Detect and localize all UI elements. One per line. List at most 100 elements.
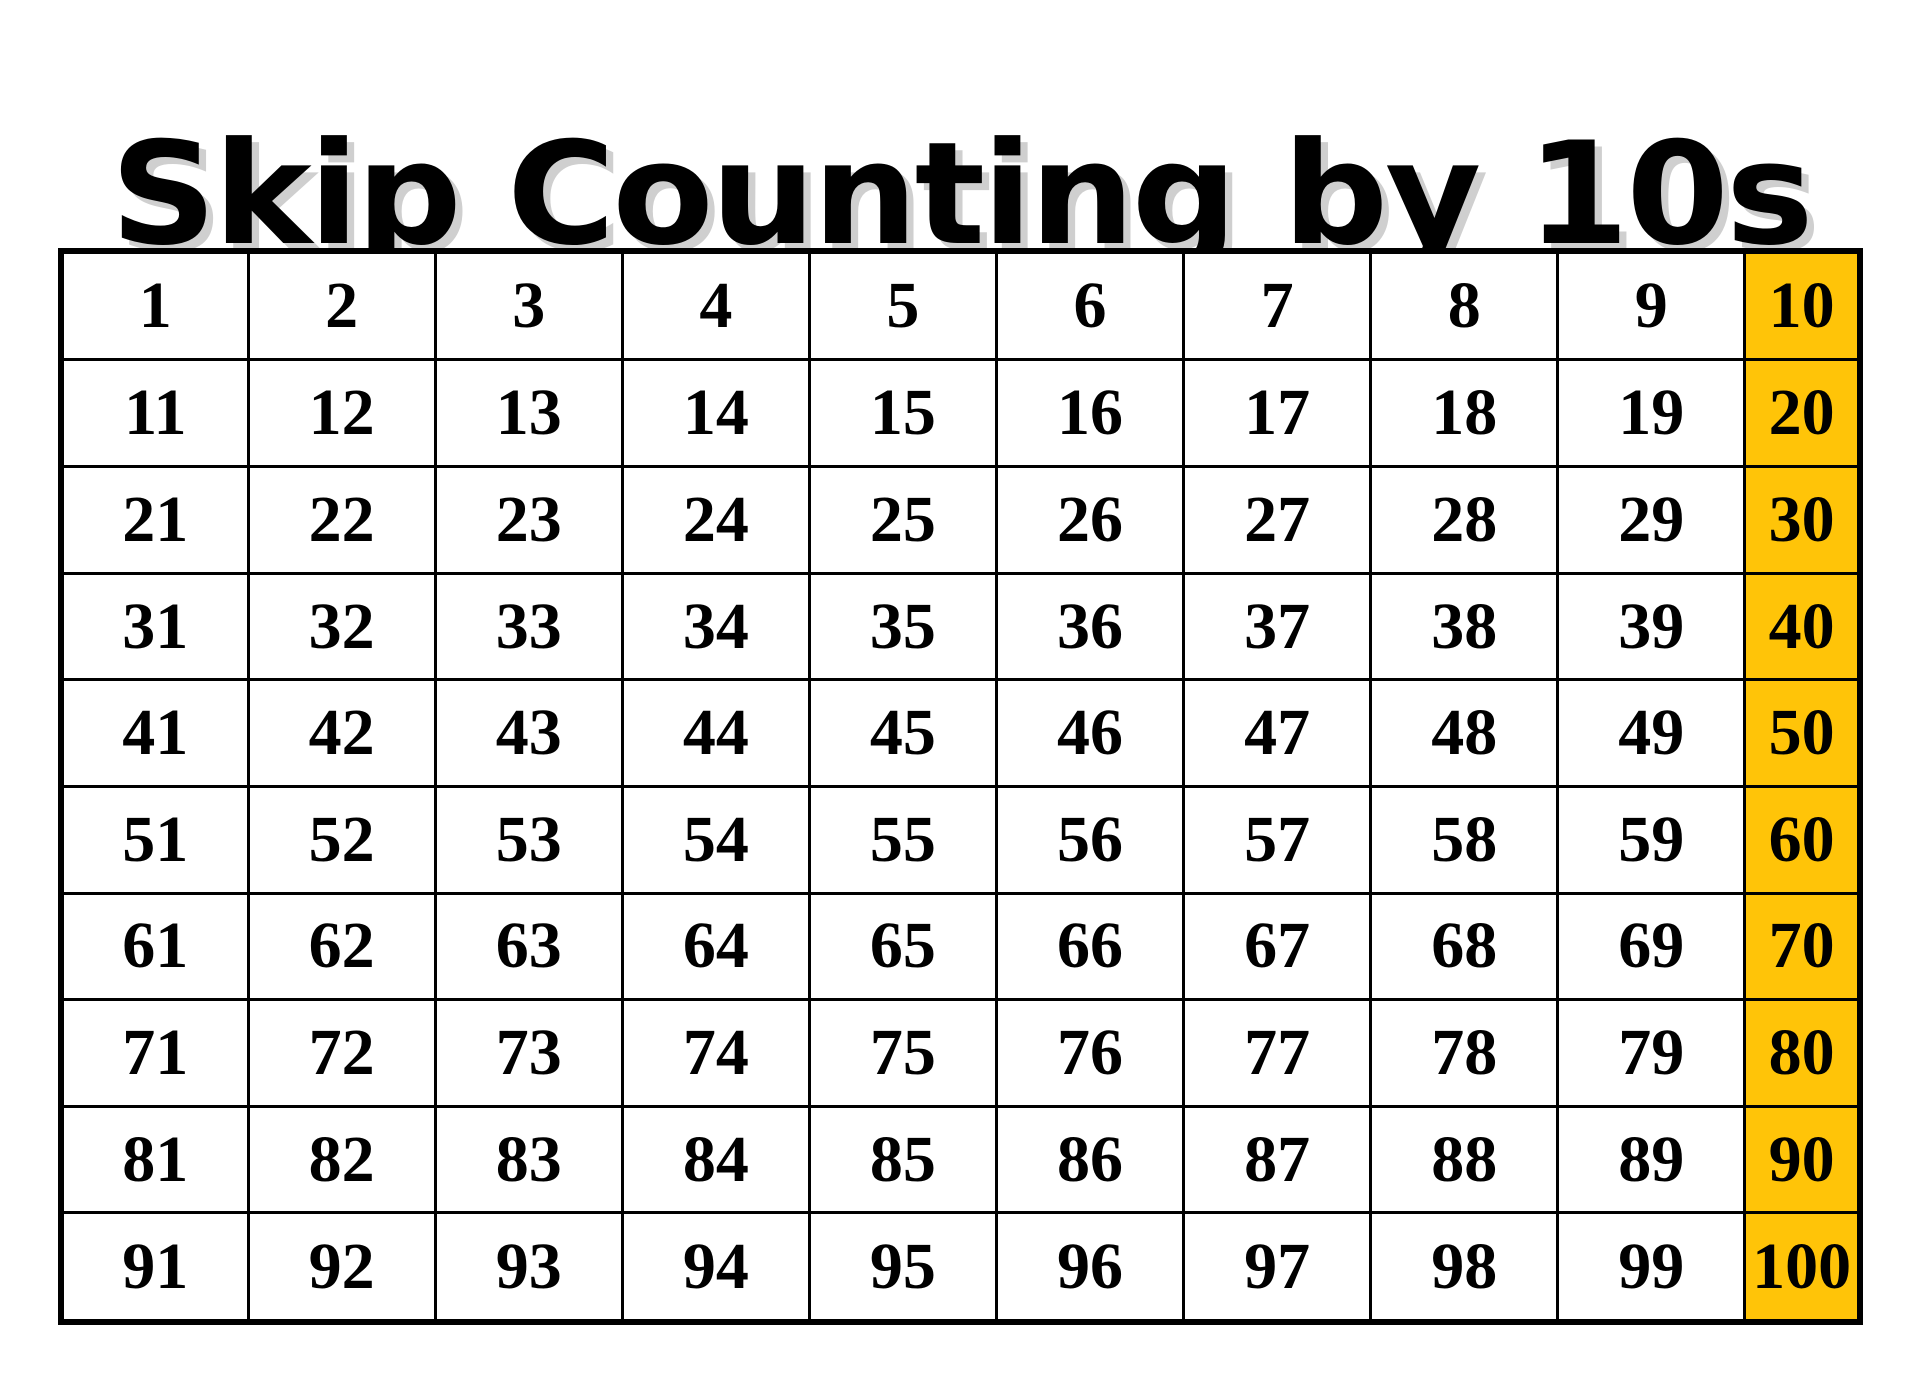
number-cell: 89 bbox=[1556, 1104, 1747, 1215]
number-cell: 72 bbox=[246, 998, 437, 1108]
number-cell: 22 bbox=[246, 465, 437, 575]
number-cell: 88 bbox=[1369, 1104, 1560, 1215]
number-cell: 32 bbox=[246, 571, 437, 682]
number-cell: 56 bbox=[994, 784, 1186, 895]
number-cell: 83 bbox=[433, 1104, 624, 1215]
number-cell: 57 bbox=[1182, 784, 1373, 895]
number-cell: 31 bbox=[59, 571, 250, 682]
number-cell: 13 bbox=[433, 358, 624, 469]
table-row: 61 62 63 64 65 66 67 68 69 70 bbox=[59, 891, 1862, 1002]
number-cell-highlighted: 80 bbox=[1743, 998, 1862, 1108]
table-row: 21 22 23 24 25 26 27 28 29 30 bbox=[59, 465, 1862, 575]
number-cell: 99 bbox=[1556, 1211, 1747, 1324]
hundreds-chart-body: 1 2 3 4 5 6 7 8 9 10 11 12 13 14 15 16 17 18 19 20 21 22 23 24 2… bbox=[59, 249, 1862, 1324]
table-row: 11 12 13 14 15 16 17 18 19 20 bbox=[59, 358, 1862, 469]
number-cell: 48 bbox=[1369, 678, 1560, 788]
number-cell: 69 bbox=[1556, 891, 1747, 1002]
number-cell: 68 bbox=[1369, 891, 1560, 1002]
number-cell: 78 bbox=[1369, 998, 1560, 1108]
number-cell-highlighted: 10 bbox=[1743, 249, 1862, 362]
number-cell: 36 bbox=[994, 571, 1186, 682]
number-cell-highlighted: 60 bbox=[1743, 784, 1862, 895]
number-cell: 44 bbox=[620, 678, 811, 788]
number-cell: 8 bbox=[1369, 249, 1560, 362]
number-cell: 7 bbox=[1182, 249, 1373, 362]
number-cell: 17 bbox=[1182, 358, 1373, 469]
number-cell: 97 bbox=[1182, 1211, 1373, 1324]
number-cell: 38 bbox=[1369, 571, 1560, 682]
number-cell-highlighted: 20 bbox=[1743, 358, 1862, 469]
number-cell: 98 bbox=[1369, 1211, 1560, 1324]
page-title: Skip Counting by 10s bbox=[109, 112, 1813, 278]
number-cell: 45 bbox=[807, 678, 998, 788]
number-cell: 47 bbox=[1182, 678, 1373, 788]
number-cell: 76 bbox=[994, 998, 1186, 1108]
number-cell: 6 bbox=[994, 249, 1186, 362]
number-cell: 37 bbox=[1182, 571, 1373, 682]
number-cell: 28 bbox=[1369, 465, 1560, 575]
number-cell: 55 bbox=[807, 784, 998, 895]
number-cell: 46 bbox=[994, 678, 1186, 788]
number-cell: 12 bbox=[246, 358, 437, 469]
number-cell: 34 bbox=[620, 571, 811, 682]
number-cell: 2 bbox=[246, 249, 437, 362]
number-cell: 4 bbox=[620, 249, 811, 362]
table-row: 31 32 33 34 35 36 37 38 39 40 bbox=[59, 571, 1862, 682]
number-cell: 54 bbox=[620, 784, 811, 895]
number-cell-highlighted: 50 bbox=[1743, 678, 1862, 788]
number-cell: 81 bbox=[59, 1104, 250, 1215]
number-cell: 49 bbox=[1556, 678, 1747, 788]
number-cell: 63 bbox=[433, 891, 624, 1002]
number-cell: 86 bbox=[994, 1104, 1186, 1215]
number-cell: 51 bbox=[59, 784, 250, 895]
number-cell: 92 bbox=[246, 1211, 437, 1324]
number-cell: 24 bbox=[620, 465, 811, 575]
number-cell: 59 bbox=[1556, 784, 1747, 895]
number-cell: 84 bbox=[620, 1104, 811, 1215]
number-cell: 23 bbox=[433, 465, 624, 575]
number-cell: 9 bbox=[1556, 249, 1747, 362]
number-cell: 18 bbox=[1369, 358, 1560, 469]
table-row: 51 52 53 54 55 56 57 58 59 60 bbox=[59, 784, 1862, 895]
hundreds-chart-container: 1 2 3 4 5 6 7 8 9 10 11 12 13 14 15 16 17 18 19 20 21 22 23 24 2… bbox=[58, 248, 1863, 1325]
number-cell: 27 bbox=[1182, 465, 1373, 575]
number-cell: 1 bbox=[59, 249, 250, 362]
number-cell: 85 bbox=[807, 1104, 998, 1215]
number-cell: 61 bbox=[59, 891, 250, 1002]
number-cell-highlighted: 70 bbox=[1743, 891, 1862, 1002]
number-cell: 29 bbox=[1556, 465, 1747, 575]
number-cell: 93 bbox=[433, 1211, 624, 1324]
number-cell: 5 bbox=[807, 249, 998, 362]
number-cell: 77 bbox=[1182, 998, 1373, 1108]
number-cell: 91 bbox=[59, 1211, 250, 1324]
number-cell: 95 bbox=[807, 1211, 998, 1324]
table-row: 81 82 83 84 85 86 87 88 89 90 bbox=[59, 1104, 1862, 1215]
number-cell: 42 bbox=[246, 678, 437, 788]
number-cell: 16 bbox=[994, 358, 1186, 469]
number-cell: 87 bbox=[1182, 1104, 1373, 1215]
number-cell: 21 bbox=[59, 465, 250, 575]
number-cell: 94 bbox=[620, 1211, 811, 1324]
number-cell: 67 bbox=[1182, 891, 1373, 1002]
number-cell-highlighted: 100 bbox=[1743, 1211, 1862, 1324]
number-cell: 74 bbox=[620, 998, 811, 1108]
number-cell: 35 bbox=[807, 571, 998, 682]
number-cell-highlighted: 90 bbox=[1743, 1104, 1862, 1215]
number-cell: 25 bbox=[807, 465, 998, 575]
number-cell: 14 bbox=[620, 358, 811, 469]
number-cell: 96 bbox=[994, 1211, 1186, 1324]
number-cell: 58 bbox=[1369, 784, 1560, 895]
page-title-container: Skip Counting by 10s bbox=[0, 28, 1920, 363]
number-cell: 43 bbox=[433, 678, 624, 788]
number-cell: 64 bbox=[620, 891, 811, 1002]
number-cell: 71 bbox=[59, 998, 250, 1108]
number-cell: 52 bbox=[246, 784, 437, 895]
table-row: 71 72 73 74 75 76 77 78 79 80 bbox=[59, 998, 1862, 1108]
number-cell: 3 bbox=[433, 249, 624, 362]
number-cell: 62 bbox=[246, 891, 437, 1002]
table-row: 1 2 3 4 5 6 7 8 9 10 bbox=[59, 249, 1862, 362]
number-cell-highlighted: 30 bbox=[1743, 465, 1862, 575]
number-cell: 79 bbox=[1556, 998, 1747, 1108]
number-cell: 26 bbox=[994, 465, 1186, 575]
